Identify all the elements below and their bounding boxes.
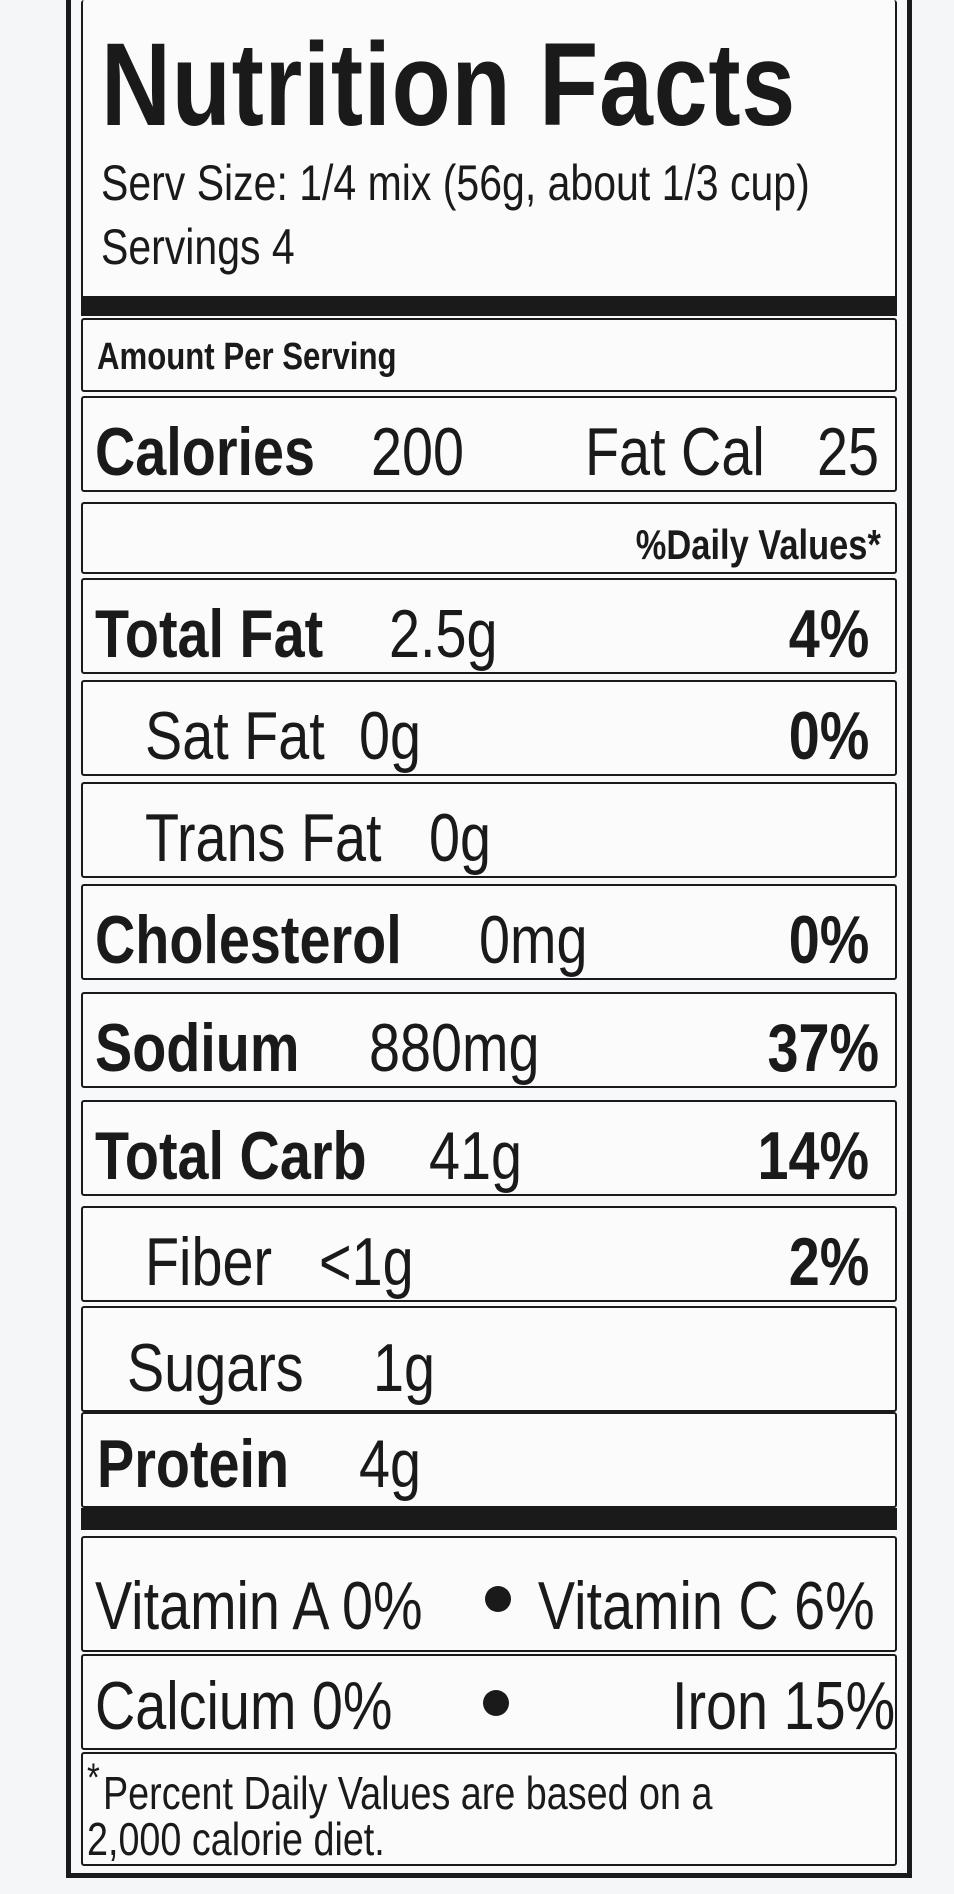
nutrient-dv: 0% xyxy=(788,902,869,978)
calories-value: 200 xyxy=(371,414,465,490)
thick-divider-bottom xyxy=(81,1508,897,1530)
vitamins-row-2: Calcium 0% Iron 15% xyxy=(81,1654,897,1750)
nutrient-name: Sugars xyxy=(127,1330,304,1406)
nutrient-name: Total Fat xyxy=(95,596,324,672)
calories-label: Calories xyxy=(95,414,316,490)
nutrient-name: Sat Fat xyxy=(145,698,325,774)
calories-row: Calories 200 Fat Cal 25 xyxy=(81,396,897,492)
nutrient-row-fiber: Fiber <1g 2% xyxy=(81,1206,897,1302)
vitamin-c: Vitamin C 6% xyxy=(538,1568,875,1644)
daily-values-header: %Daily Values* xyxy=(635,521,881,568)
title: Nutrition Facts xyxy=(101,19,797,151)
nutrient-amount: <1g xyxy=(319,1224,414,1300)
fat-cal-label: Fat Cal xyxy=(585,414,765,490)
footnote-asterisk: * xyxy=(87,1756,100,1800)
nutrient-dv: 14% xyxy=(757,1118,869,1194)
nutrient-name: Protein xyxy=(97,1426,290,1502)
nutrient-amount: 4g xyxy=(359,1426,422,1502)
nutrient-amount: 0mg xyxy=(479,902,588,978)
nutrient-dv: 2% xyxy=(788,1224,869,1300)
nutrient-name: Cholesterol xyxy=(95,902,402,978)
nutrient-amount: 0g xyxy=(359,698,422,774)
footnote-line-2: 2,000 calorie diet. xyxy=(87,1813,385,1865)
nutrient-row-protein: Protein 4g xyxy=(81,1412,897,1508)
iron: Iron 15% xyxy=(671,1668,895,1744)
nutrient-dv: 0% xyxy=(788,698,869,774)
nutrient-amount: 41g xyxy=(429,1118,523,1194)
bullet-icon xyxy=(485,1586,511,1612)
nutrient-amount: 880mg xyxy=(369,1010,540,1086)
serving-size: Serv Size: 1/4 mix (56g, about 1/3 cup) xyxy=(101,155,810,211)
amount-per-serving-row: Amount Per Serving xyxy=(81,318,897,392)
nutrient-row-sugars: Sugars 1g xyxy=(81,1306,897,1412)
footnote-box: * Percent Daily Values are based on a 2,… xyxy=(81,1752,897,1866)
fat-cal-value: 25 xyxy=(817,414,880,490)
nutrient-row-cholesterol: Cholesterol 0mg 0% xyxy=(81,884,897,980)
nutrition-label: Nutrition Facts Serv Size: 1/4 mix (56g,… xyxy=(66,0,912,1878)
nutrient-row-sat-fat: Sat Fat 0g 0% xyxy=(81,680,897,776)
bullet-icon xyxy=(483,1690,509,1716)
thick-divider-top xyxy=(81,296,897,316)
nutrient-dv: 37% xyxy=(767,1010,879,1086)
vitamins-row-1: Vitamin A 0% Vitamin C 6% xyxy=(81,1536,897,1652)
footnote-line-1: Percent Daily Values are based on a xyxy=(103,1767,713,1819)
nutrient-name: Trans Fat xyxy=(145,800,382,876)
nutrient-amount: 2.5g xyxy=(389,596,498,672)
nutrient-name: Fiber xyxy=(145,1224,273,1300)
calcium: Calcium 0% xyxy=(95,1668,393,1744)
nutrient-row-total-carb: Total Carb 41g 14% xyxy=(81,1100,897,1196)
nutrient-name: Total Carb xyxy=(95,1118,367,1194)
nutrient-amount: 0g xyxy=(429,800,492,876)
header-box: Nutrition Facts Serv Size: 1/4 mix (56g,… xyxy=(81,0,897,300)
nutrient-row-trans-fat: Trans Fat 0g xyxy=(81,782,897,878)
servings: Servings 4 xyxy=(101,219,295,275)
nutrient-amount: 1g xyxy=(373,1330,436,1406)
daily-values-header-row: %Daily Values* xyxy=(81,502,897,574)
nutrient-row-total-fat: Total Fat 2.5g 4% xyxy=(81,578,897,674)
vitamin-a: Vitamin A 0% xyxy=(95,1568,423,1644)
nutrition-label-inner: Nutrition Facts Serv Size: 1/4 mix (56g,… xyxy=(81,0,897,1866)
amount-per-serving: Amount Per Serving xyxy=(97,336,397,378)
nutrient-name: Sodium xyxy=(95,1010,300,1086)
nutrient-row-sodium: Sodium 880mg 37% xyxy=(81,992,897,1088)
nutrient-dv: 4% xyxy=(788,596,869,672)
